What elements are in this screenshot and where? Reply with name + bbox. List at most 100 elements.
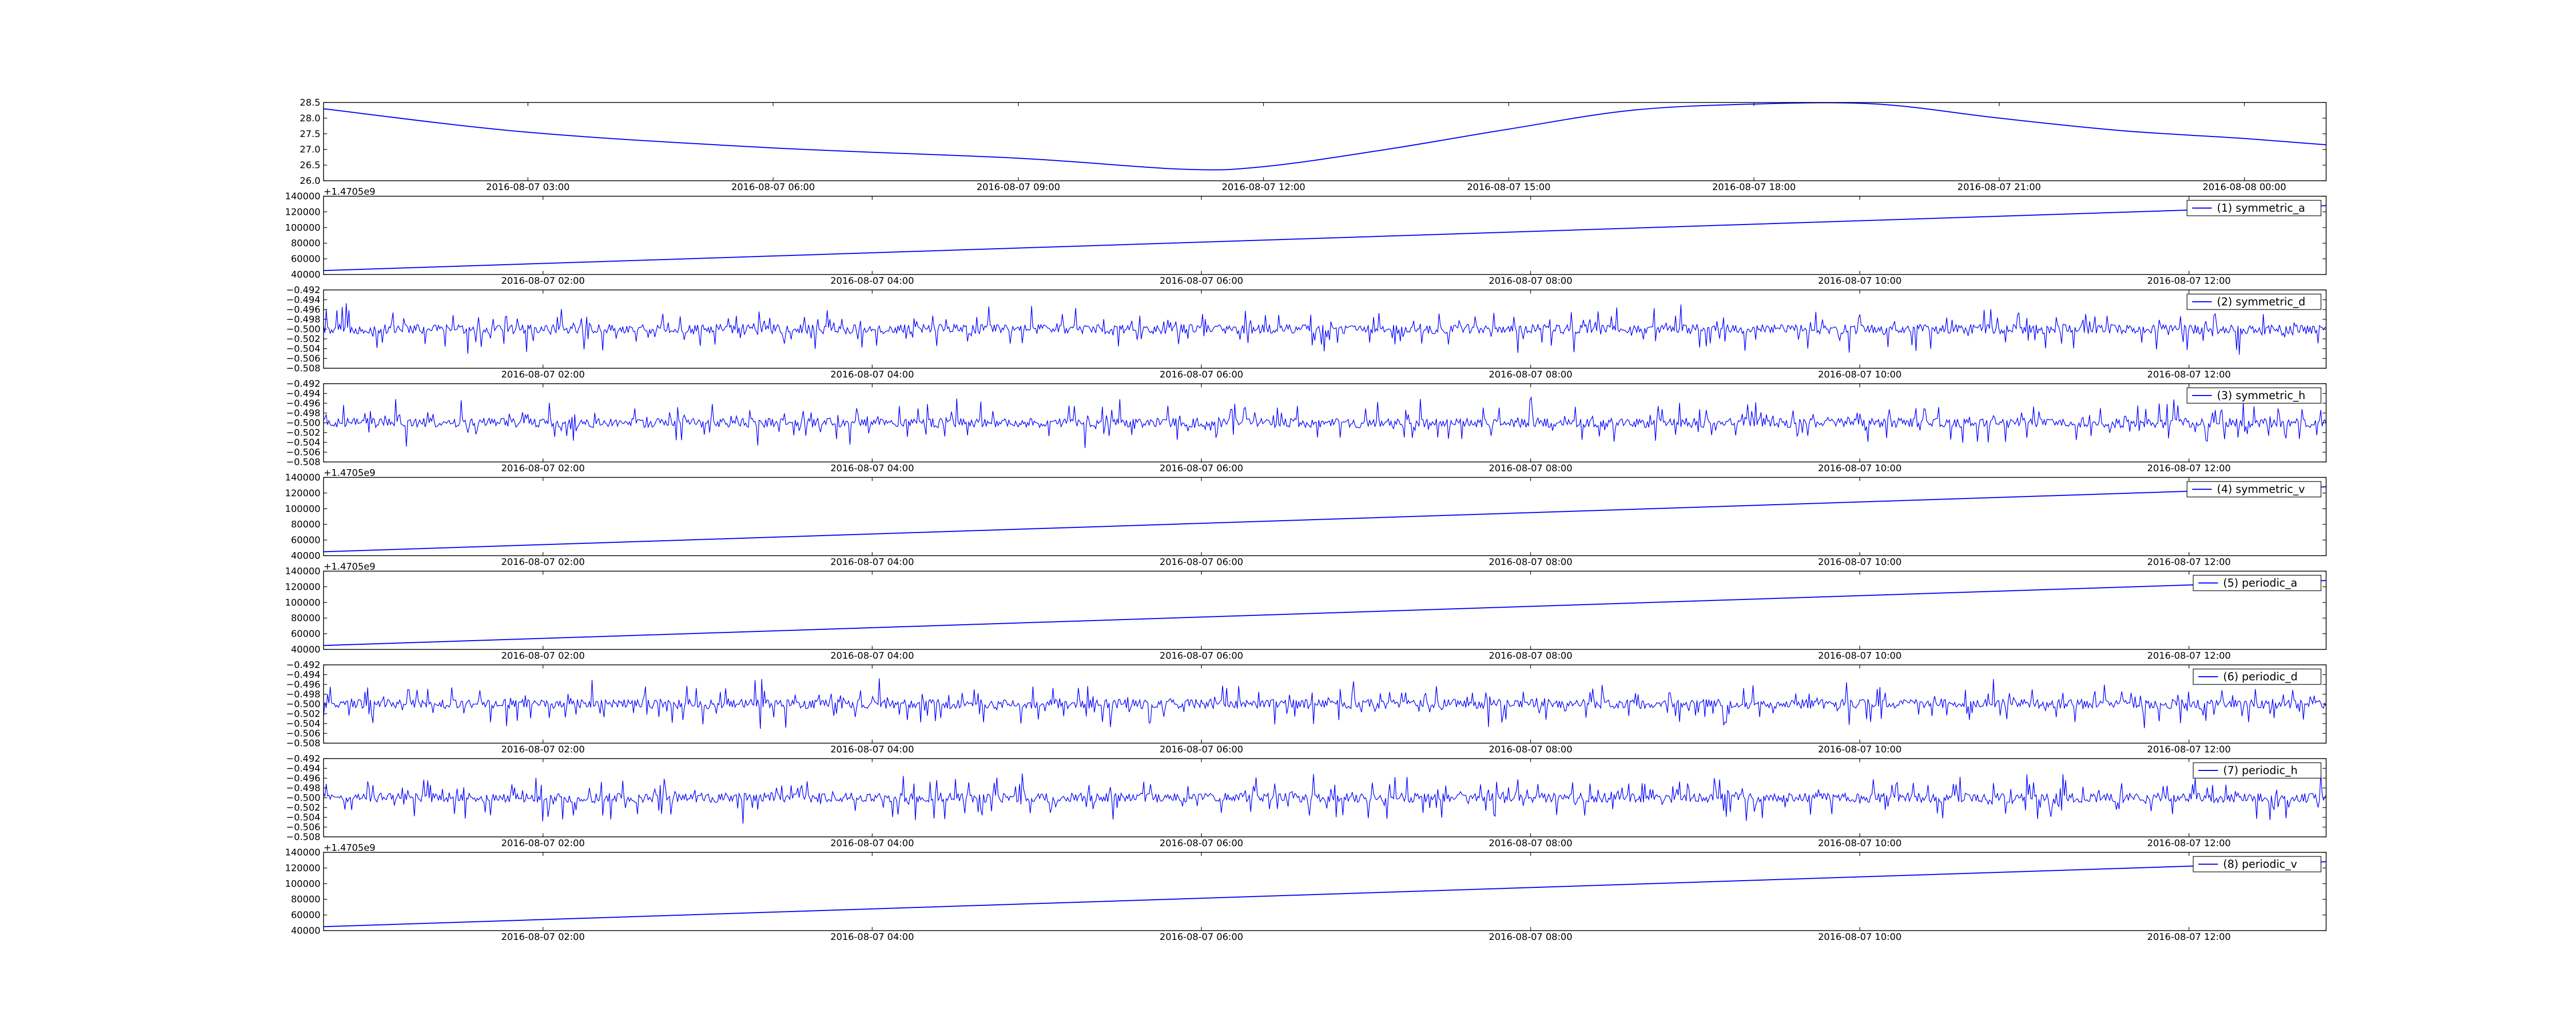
y-tick-label: 80000 <box>291 894 320 905</box>
x-tick-label: 2016-08-07 10:00 <box>1818 838 1902 849</box>
y-tick-label: 80000 <box>291 613 320 624</box>
x-tick-label: 2016-08-07 02:00 <box>501 650 585 661</box>
legend: (1) symmetric_a <box>2187 200 2321 216</box>
y-tick-label: −0.498 <box>286 408 320 419</box>
x-tick-label: 2016-08-07 02:00 <box>501 838 585 849</box>
x-tick-label: 2016-08-07 12:00 <box>2147 650 2231 661</box>
y-tick-label: −0.504 <box>286 812 320 823</box>
series-line <box>324 486 2326 553</box>
subplot-2: 40000 60000 80000 100000 120000 140000 2016-08… <box>285 186 2327 286</box>
y-tick-label: −0.500 <box>286 324 320 335</box>
legend: (6) periodic_d <box>2193 668 2321 685</box>
x-tick-label: 2016-08-07 06:00 <box>1160 369 1243 380</box>
y-tick-label: 40000 <box>291 644 320 655</box>
y-tick-label: −0.492 <box>286 660 320 671</box>
y-tick-label: −0.494 <box>286 763 320 774</box>
y-tick-label: −0.494 <box>286 388 320 399</box>
x-tick-label: 2016-08-07 18:00 <box>1712 182 1795 193</box>
y-tick-label: −0.496 <box>286 679 320 690</box>
x-tick-label: 2016-08-07 15:00 <box>1467 182 1550 193</box>
series-line <box>324 205 2326 271</box>
x-tick-label: 2016-08-07 04:00 <box>831 276 914 286</box>
x-offset-text: +1.4705e9 <box>324 843 376 853</box>
x-tick-label: 2016-08-07 04:00 <box>831 932 914 942</box>
y-tick-label: 120000 <box>285 863 320 873</box>
axes-frame <box>323 571 2327 650</box>
x-tick-label: 2016-08-07 04:00 <box>831 838 914 849</box>
x-tick-label: 2016-08-07 08:00 <box>1489 463 1572 474</box>
y-tick-label: 40000 <box>291 269 320 280</box>
y-tick-label: −0.504 <box>286 344 320 354</box>
x-tick-label: 2016-08-07 04:00 <box>831 650 914 661</box>
x-tick-label: 2016-08-07 12:00 <box>2147 557 2231 568</box>
y-tick-label: 140000 <box>285 472 320 483</box>
y-tick-label: −0.498 <box>286 689 320 700</box>
y-tick-label: −0.502 <box>286 427 320 438</box>
x-tick-label: 2016-08-07 06:00 <box>1160 838 1243 849</box>
x-offset-text: +1.4705e9 <box>324 561 376 572</box>
x-tick-label: 2016-08-07 08:00 <box>1489 650 1572 661</box>
subplot-8: −0.508−0.506−0.504−0.502−0.500−0.498−0.4… <box>286 753 2327 849</box>
x-offset-text: +1.4705e9 <box>324 186 376 197</box>
y-tick-label: −0.492 <box>286 379 320 389</box>
y-tick-label: −0.506 <box>286 822 320 833</box>
x-tick-label: 2016-08-07 08:00 <box>1489 557 1572 568</box>
x-tick-label: 2016-08-07 04:00 <box>831 744 914 755</box>
y-tick-label: 60000 <box>291 629 320 640</box>
axes-frame <box>323 477 2327 556</box>
x-tick-label: 2016-08-07 12:00 <box>2147 369 2231 380</box>
y-tick-label: −0.494 <box>286 295 320 305</box>
x-tick-label: 2016-08-07 03:00 <box>486 182 570 193</box>
x-tick-label: 2016-08-07 06:00 <box>1160 276 1243 286</box>
y-tick-label: −0.508 <box>286 363 320 374</box>
y-tick-label: −0.504 <box>286 437 320 448</box>
x-tick-label: 2016-08-07 02:00 <box>501 276 585 286</box>
y-tick-label: 27.0 <box>300 144 320 155</box>
y-tick-label: −0.496 <box>286 304 320 315</box>
y-tick-label: 100000 <box>285 597 320 608</box>
x-tick-label: 2016-08-07 04:00 <box>831 463 914 474</box>
y-tick-label: −0.494 <box>286 670 320 680</box>
y-tick-label: −0.508 <box>286 738 320 749</box>
x-tick-label: 2016-08-07 06:00 <box>1160 932 1243 942</box>
y-tick-label: 80000 <box>291 519 320 530</box>
x-tick-label: 2016-08-07 10:00 <box>1818 463 1902 474</box>
x-tick-label: 2016-08-07 02:00 <box>501 369 585 380</box>
x-tick-label: 2016-08-07 02:00 <box>501 932 585 942</box>
y-tick-label: −0.498 <box>286 314 320 325</box>
subplot-9: 40000 60000 80000 100000 120000 140000 2016-08… <box>285 843 2327 942</box>
series-line <box>324 861 2326 928</box>
x-tick-label: 2016-08-07 12:00 <box>2147 744 2231 755</box>
y-tick-label: 40000 <box>291 925 320 936</box>
y-tick-label: 28.0 <box>300 113 320 124</box>
y-tick-label: 120000 <box>285 581 320 592</box>
y-tick-label: −0.502 <box>286 802 320 813</box>
y-tick-label: −0.508 <box>286 457 320 468</box>
series-line <box>324 303 2326 355</box>
x-tick-label: 2016-08-07 04:00 <box>831 557 914 568</box>
y-tick-label: 60000 <box>291 910 320 921</box>
x-tick-label: 2016-08-07 10:00 <box>1818 932 1902 942</box>
y-tick-label: 100000 <box>285 222 320 233</box>
x-tick-label: 2016-08-07 10:00 <box>1818 369 1902 380</box>
y-tick-label: 140000 <box>285 566 320 577</box>
y-tick-label: −0.492 <box>286 753 320 764</box>
legend-label: (6) periodic_d <box>2223 671 2298 683</box>
x-tick-label: 2016-08-07 08:00 <box>1489 932 1572 942</box>
y-tick-label: 26.5 <box>300 160 320 171</box>
y-tick-label: −0.500 <box>286 699 320 710</box>
x-tick-label: 2016-08-07 12:00 <box>2147 932 2231 942</box>
subplot-5: 40000 60000 80000 100000 120000 140000 2016-08… <box>285 468 2327 568</box>
x-tick-label: 2016-08-07 12:00 <box>1222 182 1305 193</box>
legend: (8) periodic_v <box>2193 856 2321 872</box>
legend-label: (3) symmetric_h <box>2217 389 2306 402</box>
y-tick-label: −0.506 <box>286 728 320 739</box>
y-tick-label: −0.496 <box>286 398 320 409</box>
x-tick-label: 2016-08-08 00:00 <box>2202 182 2286 193</box>
series-line <box>324 580 2326 646</box>
x-tick-label: 2016-08-07 02:00 <box>501 463 585 474</box>
legend-label: (2) symmetric_d <box>2217 296 2306 308</box>
x-offset-text: +1.4705e9 <box>324 468 376 478</box>
x-tick-label: 2016-08-07 04:00 <box>831 369 914 380</box>
